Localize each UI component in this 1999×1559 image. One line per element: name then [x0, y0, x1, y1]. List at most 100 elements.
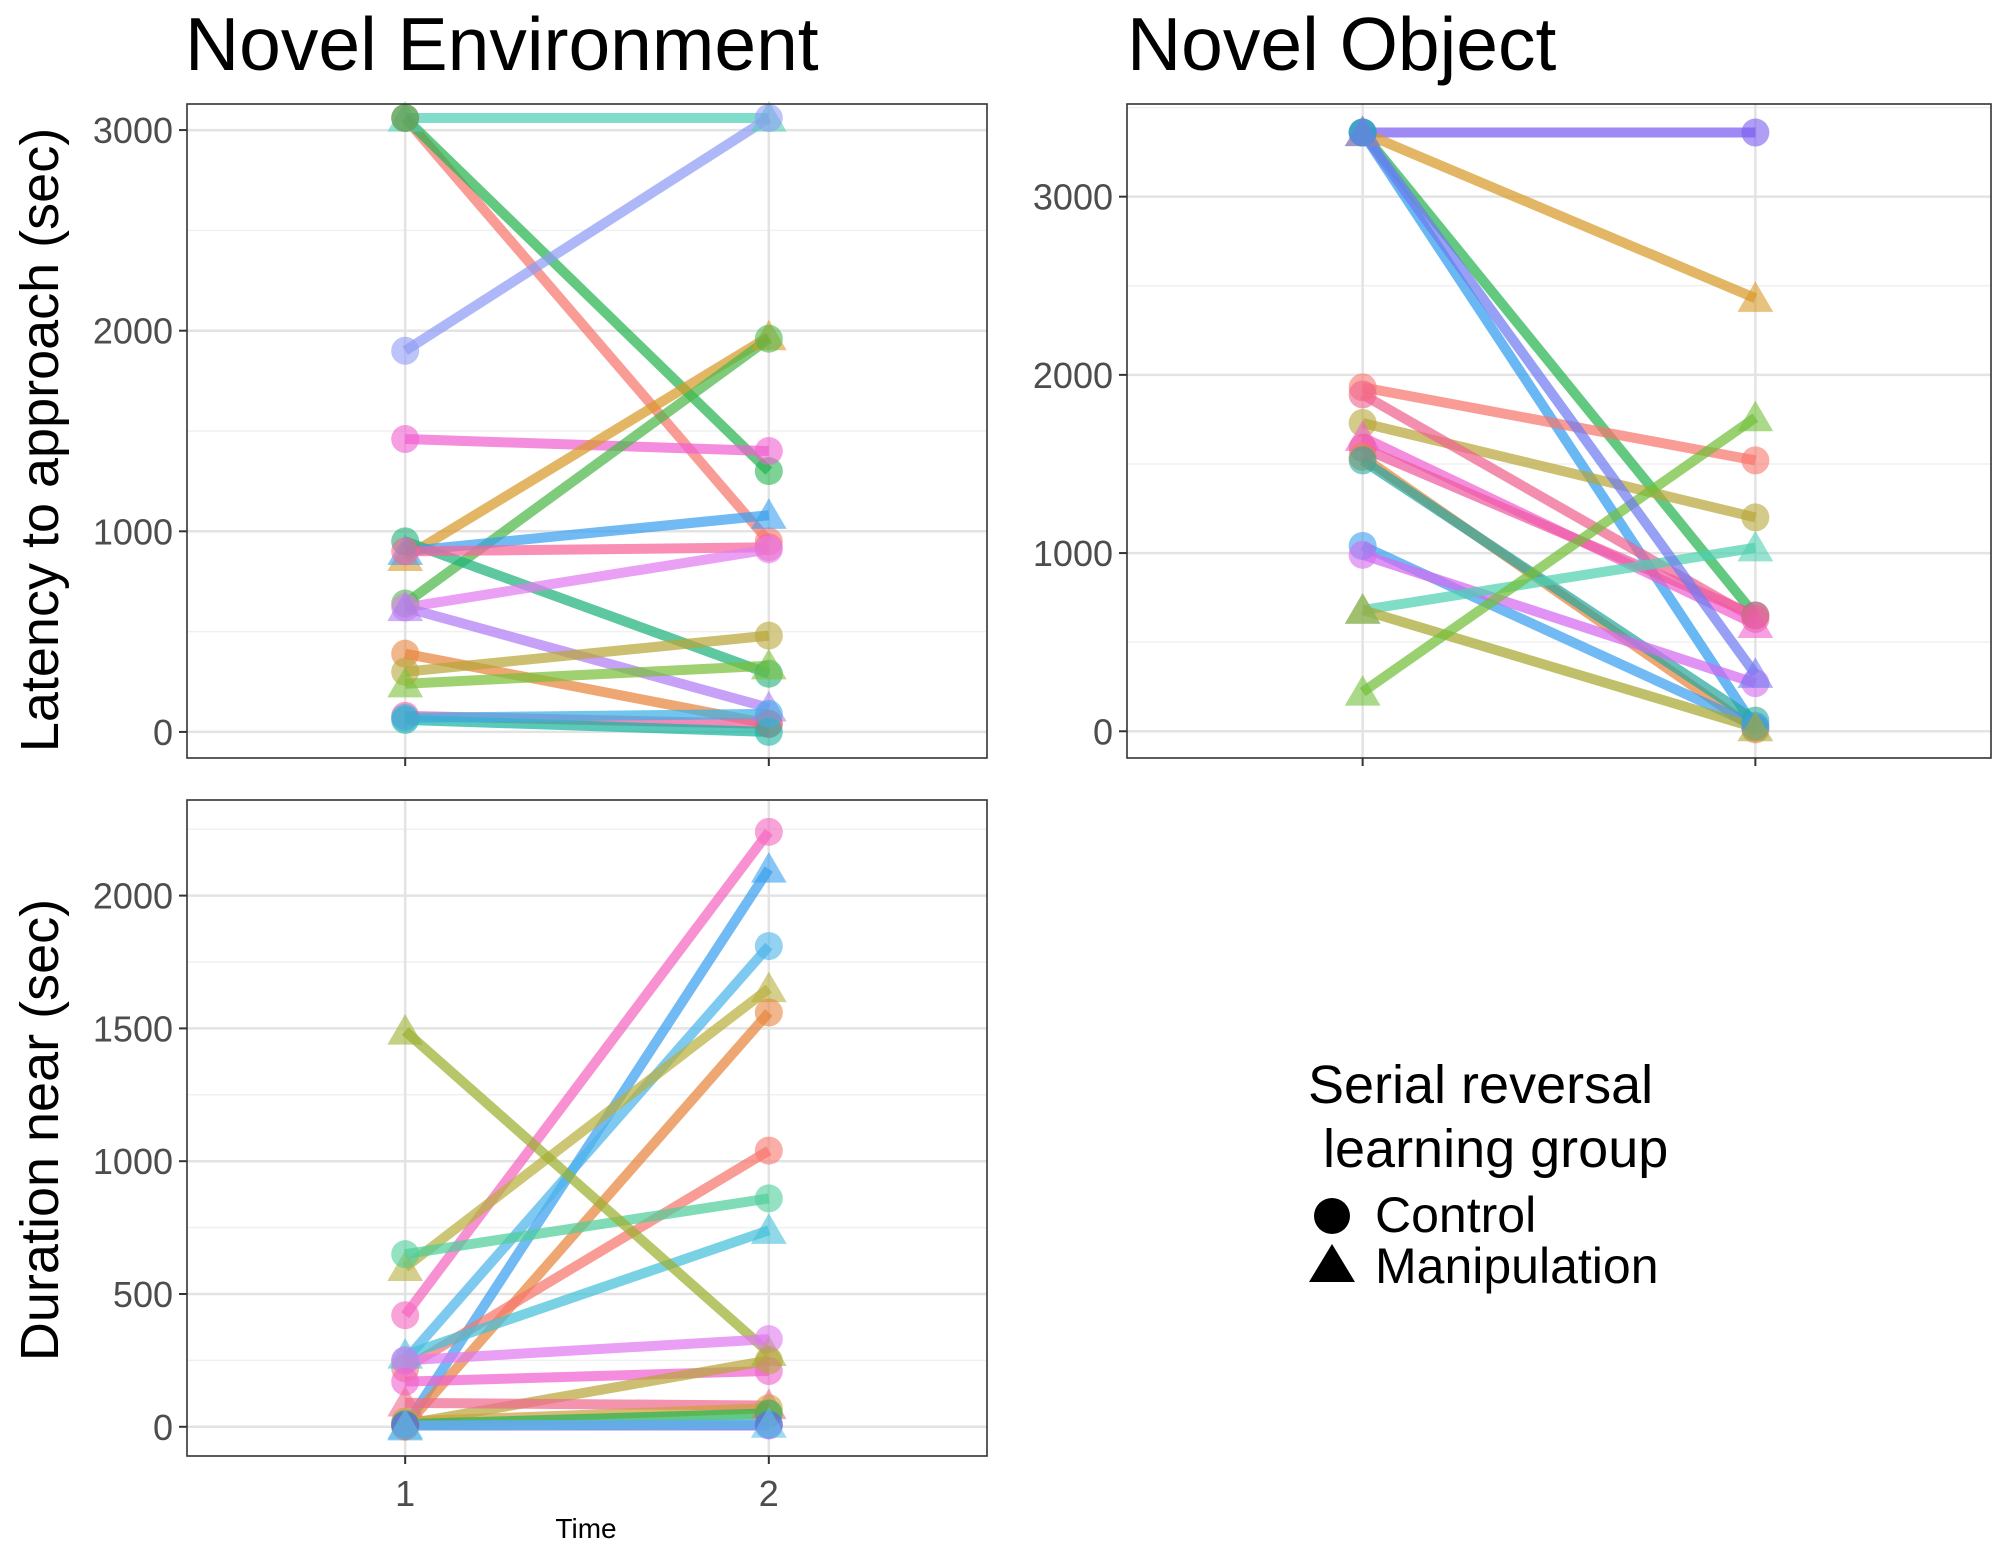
legend-label-manipulation: Manipulation: [1375, 1238, 1659, 1294]
data-point-triangle: [387, 1408, 424, 1440]
data-point-circle: [391, 703, 420, 732]
data-point-circle: [1348, 540, 1377, 569]
y-axis-title-latency: Latency to approach (sec): [10, 128, 70, 752]
data-point-circle: [754, 437, 783, 466]
data-point-circle: [754, 1184, 783, 1213]
data-point-circle: [754, 1136, 783, 1165]
data-point-circle: [754, 998, 783, 1027]
data-point-circle: [754, 621, 783, 650]
data-point-circle: [754, 324, 783, 353]
y-tick-label: 1000: [93, 511, 173, 552]
y-axis-title-duration: Duration near (sec): [10, 899, 70, 1361]
series-line: [405, 708, 769, 723]
y-tick-label: 500: [113, 1274, 173, 1315]
data-point-circle: [754, 699, 783, 728]
series-line: [404, 1334, 770, 1366]
y-tick-label: 2000: [93, 311, 173, 352]
series-line: [401, 1027, 773, 1357]
series-line: [402, 332, 772, 562]
series-line: [1360, 127, 1758, 303]
series-line: [1361, 418, 1757, 523]
panel-title-novel-environment: Novel Environment: [185, 2, 819, 86]
legend-circle-icon: [1314, 1198, 1350, 1234]
y-tick-label: 1500: [93, 1008, 173, 1049]
x-axis-title-time: Time: [555, 1513, 616, 1544]
series-line: [1358, 129, 1760, 619]
data-point-circle: [391, 336, 420, 365]
data-point-triangle: [1344, 675, 1381, 706]
y-tick-label: 0: [1093, 711, 1113, 752]
data-point-circle: [1741, 503, 1770, 532]
data-point-circle: [754, 817, 783, 846]
y-tick-label: 3000: [93, 110, 173, 151]
data-point-circle: [754, 457, 783, 486]
data-point-triangle: [387, 1014, 424, 1045]
legend-triangle-icon: [1309, 1244, 1355, 1282]
data-point-triangle: [750, 648, 787, 680]
data-point-circle: [391, 537, 420, 566]
series-line: [402, 984, 772, 1272]
series-line: [1361, 605, 1757, 733]
series-line: [1361, 550, 1757, 688]
series-line: [404, 660, 770, 689]
series-line: [405, 1419, 769, 1431]
data-point-triangle: [387, 1385, 424, 1417]
x-tick-label: 2: [759, 1473, 779, 1514]
series-line: [404, 630, 770, 677]
data-point-triangle: [1737, 400, 1774, 432]
data-point-triangle: [1344, 593, 1381, 624]
data-point-circle: [391, 1346, 420, 1375]
y-tick-label: 2000: [93, 876, 173, 917]
data-point-circle: [1741, 446, 1770, 475]
panel-border: [186, 103, 988, 759]
y-tick-label: 0: [153, 1407, 173, 1448]
x-tick-label: 1: [395, 1473, 415, 1514]
series-line: [401, 114, 773, 475]
data-point-triangle: [750, 1213, 787, 1244]
series-line: [403, 536, 771, 679]
data-point-circle: [754, 932, 783, 961]
data-point-triangle: [387, 666, 424, 698]
y-tick-label: 1000: [93, 1141, 173, 1182]
series-line: [405, 1397, 769, 1411]
data-point-circle: [1348, 446, 1377, 475]
series-line: [402, 113, 772, 355]
data-point-triangle: [750, 1407, 787, 1438]
series-line: [401, 828, 773, 1319]
series-line: [1358, 129, 1760, 678]
y-tick-label: 1000: [1033, 533, 1113, 574]
series-line: [404, 1355, 770, 1430]
series-line: [401, 942, 773, 1364]
data-point-circle: [391, 1240, 420, 1269]
series-line: [403, 1225, 771, 1360]
legend-title-line-2: learning group: [1308, 1119, 1668, 1179]
y-tick-label: 2000: [1033, 355, 1113, 396]
data-point-triangle: [750, 971, 787, 1003]
series-line: [1361, 382, 1757, 466]
series-line: [1358, 129, 1760, 731]
data-point-triangle: [1737, 281, 1774, 312]
y-tick-label: 3000: [1033, 177, 1113, 218]
plot-panel-novel-object: 0 1000 2000 3000: [1033, 103, 1992, 766]
data-point-circle: [754, 1325, 783, 1354]
data-point-triangle: [1737, 710, 1774, 742]
data-point-circle: [754, 1346, 783, 1375]
data-point-circle: [1348, 380, 1377, 409]
legend-title-line-1: Serial reversal: [1308, 1055, 1653, 1115]
data-point-triangle: [1737, 530, 1774, 562]
y-tick-label: 0: [153, 712, 173, 753]
series-line: [1359, 456, 1759, 725]
series-line: [401, 114, 773, 545]
panel-border: [1126, 103, 1992, 759]
data-point-triangle: [1737, 657, 1774, 688]
data-point-triangle: [387, 590, 424, 622]
series-line: [404, 510, 770, 557]
data-point-circle: [391, 425, 420, 454]
plot-panel-novel-environment: 0 1000 2000 3000: [93, 101, 988, 766]
data-point-triangle: [1344, 115, 1381, 147]
series-line: [1361, 542, 1757, 616]
data-point-triangle: [750, 498, 787, 529]
data-point-circle: [1741, 601, 1770, 630]
data-point-circle: [391, 1367, 420, 1396]
